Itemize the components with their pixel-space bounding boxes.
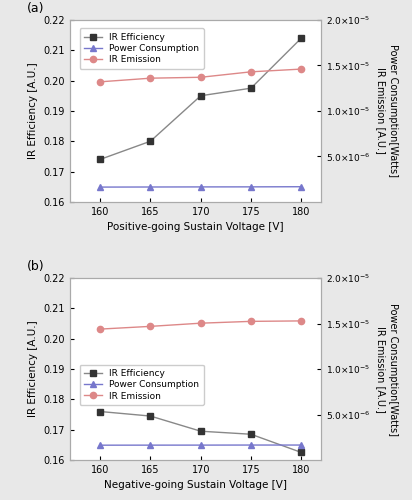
Legend: IR Efficiency, Power Consumption, IR Emission: IR Efficiency, Power Consumption, IR Emi… [80, 28, 204, 68]
Y-axis label: IR Efficiency [A.U.]: IR Efficiency [A.U.] [28, 62, 38, 160]
X-axis label: Negative-going Sustain Voltage [V]: Negative-going Sustain Voltage [V] [104, 480, 287, 490]
Y-axis label: Power Consumption[Watts]
IR Emission [A.U.]: Power Consumption[Watts] IR Emission [A.… [376, 302, 398, 436]
Legend: IR Efficiency, Power Consumption, IR Emission: IR Efficiency, Power Consumption, IR Emi… [80, 364, 204, 405]
Y-axis label: Power Consumption[Watts]
IR Emission [A.U.]: Power Consumption[Watts] IR Emission [A.… [376, 44, 398, 178]
Text: (b): (b) [27, 260, 45, 272]
X-axis label: Positive-going Sustain Voltage [V]: Positive-going Sustain Voltage [V] [108, 222, 284, 232]
Text: (a): (a) [27, 2, 45, 15]
Y-axis label: IR Efficiency [A.U.]: IR Efficiency [A.U.] [28, 320, 38, 418]
